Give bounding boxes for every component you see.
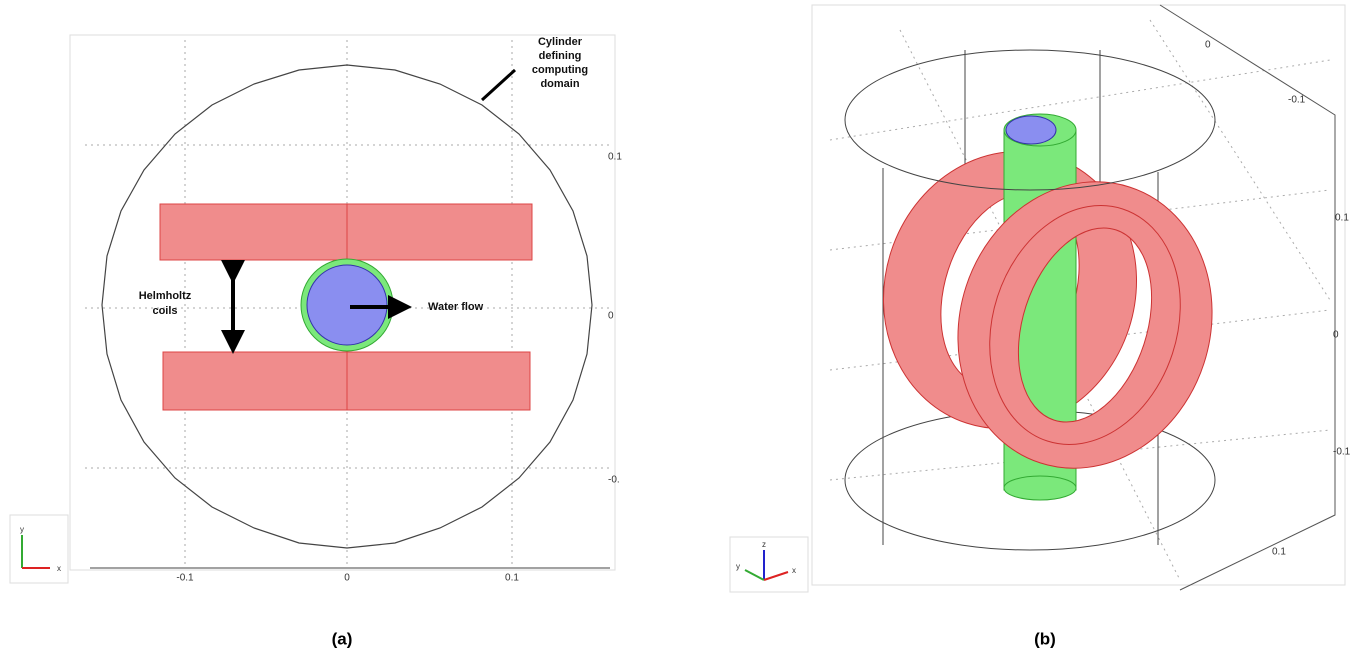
tick-label: 0.1 xyxy=(608,152,622,163)
panel-a: Cylinder defining computing domain Helmh… xyxy=(10,35,622,648)
tick-label: -0.1 xyxy=(1333,447,1351,458)
axis-label: x xyxy=(57,564,61,573)
axis-label: x xyxy=(792,566,796,575)
note: Helmholtz xyxy=(139,290,192,302)
tick-label: -0.1 xyxy=(1288,95,1306,106)
tick-label: 0 xyxy=(1205,40,1211,51)
pipe-end xyxy=(1004,476,1076,500)
panel-b: 0 -0.1 0.1 0 -0.1 0.1 z y x (b) xyxy=(730,5,1351,648)
tick-label: 0 xyxy=(1333,330,1339,341)
figure: Cylinder defining computing domain Helmh… xyxy=(0,0,1365,662)
note: domain xyxy=(540,78,579,90)
tick-label: -0. xyxy=(608,475,620,486)
pipe-water xyxy=(1006,116,1056,144)
note: Cylinder xyxy=(538,36,583,48)
panel-label: (a) xyxy=(332,629,353,648)
coil xyxy=(160,204,532,260)
note: Water flow xyxy=(428,301,484,313)
axis-icon: z y x xyxy=(730,537,808,592)
tick-label: 0 xyxy=(344,573,350,584)
note: coils xyxy=(152,305,177,317)
pointer xyxy=(482,70,515,100)
tick-label: 0.1 xyxy=(1335,213,1349,224)
axis-label: y xyxy=(736,562,740,571)
tick-label: 0 xyxy=(608,311,614,322)
axis-icon: y x xyxy=(10,515,68,583)
axis-label: z xyxy=(762,540,766,549)
tick-label: 0.1 xyxy=(1272,547,1286,558)
note: defining xyxy=(539,50,582,62)
tick-label: 0.1 xyxy=(505,573,519,584)
note: computing xyxy=(532,64,588,76)
tick-label: -0.1 xyxy=(176,573,194,584)
panel-label: (b) xyxy=(1034,629,1056,648)
axis-label: y xyxy=(20,525,24,534)
